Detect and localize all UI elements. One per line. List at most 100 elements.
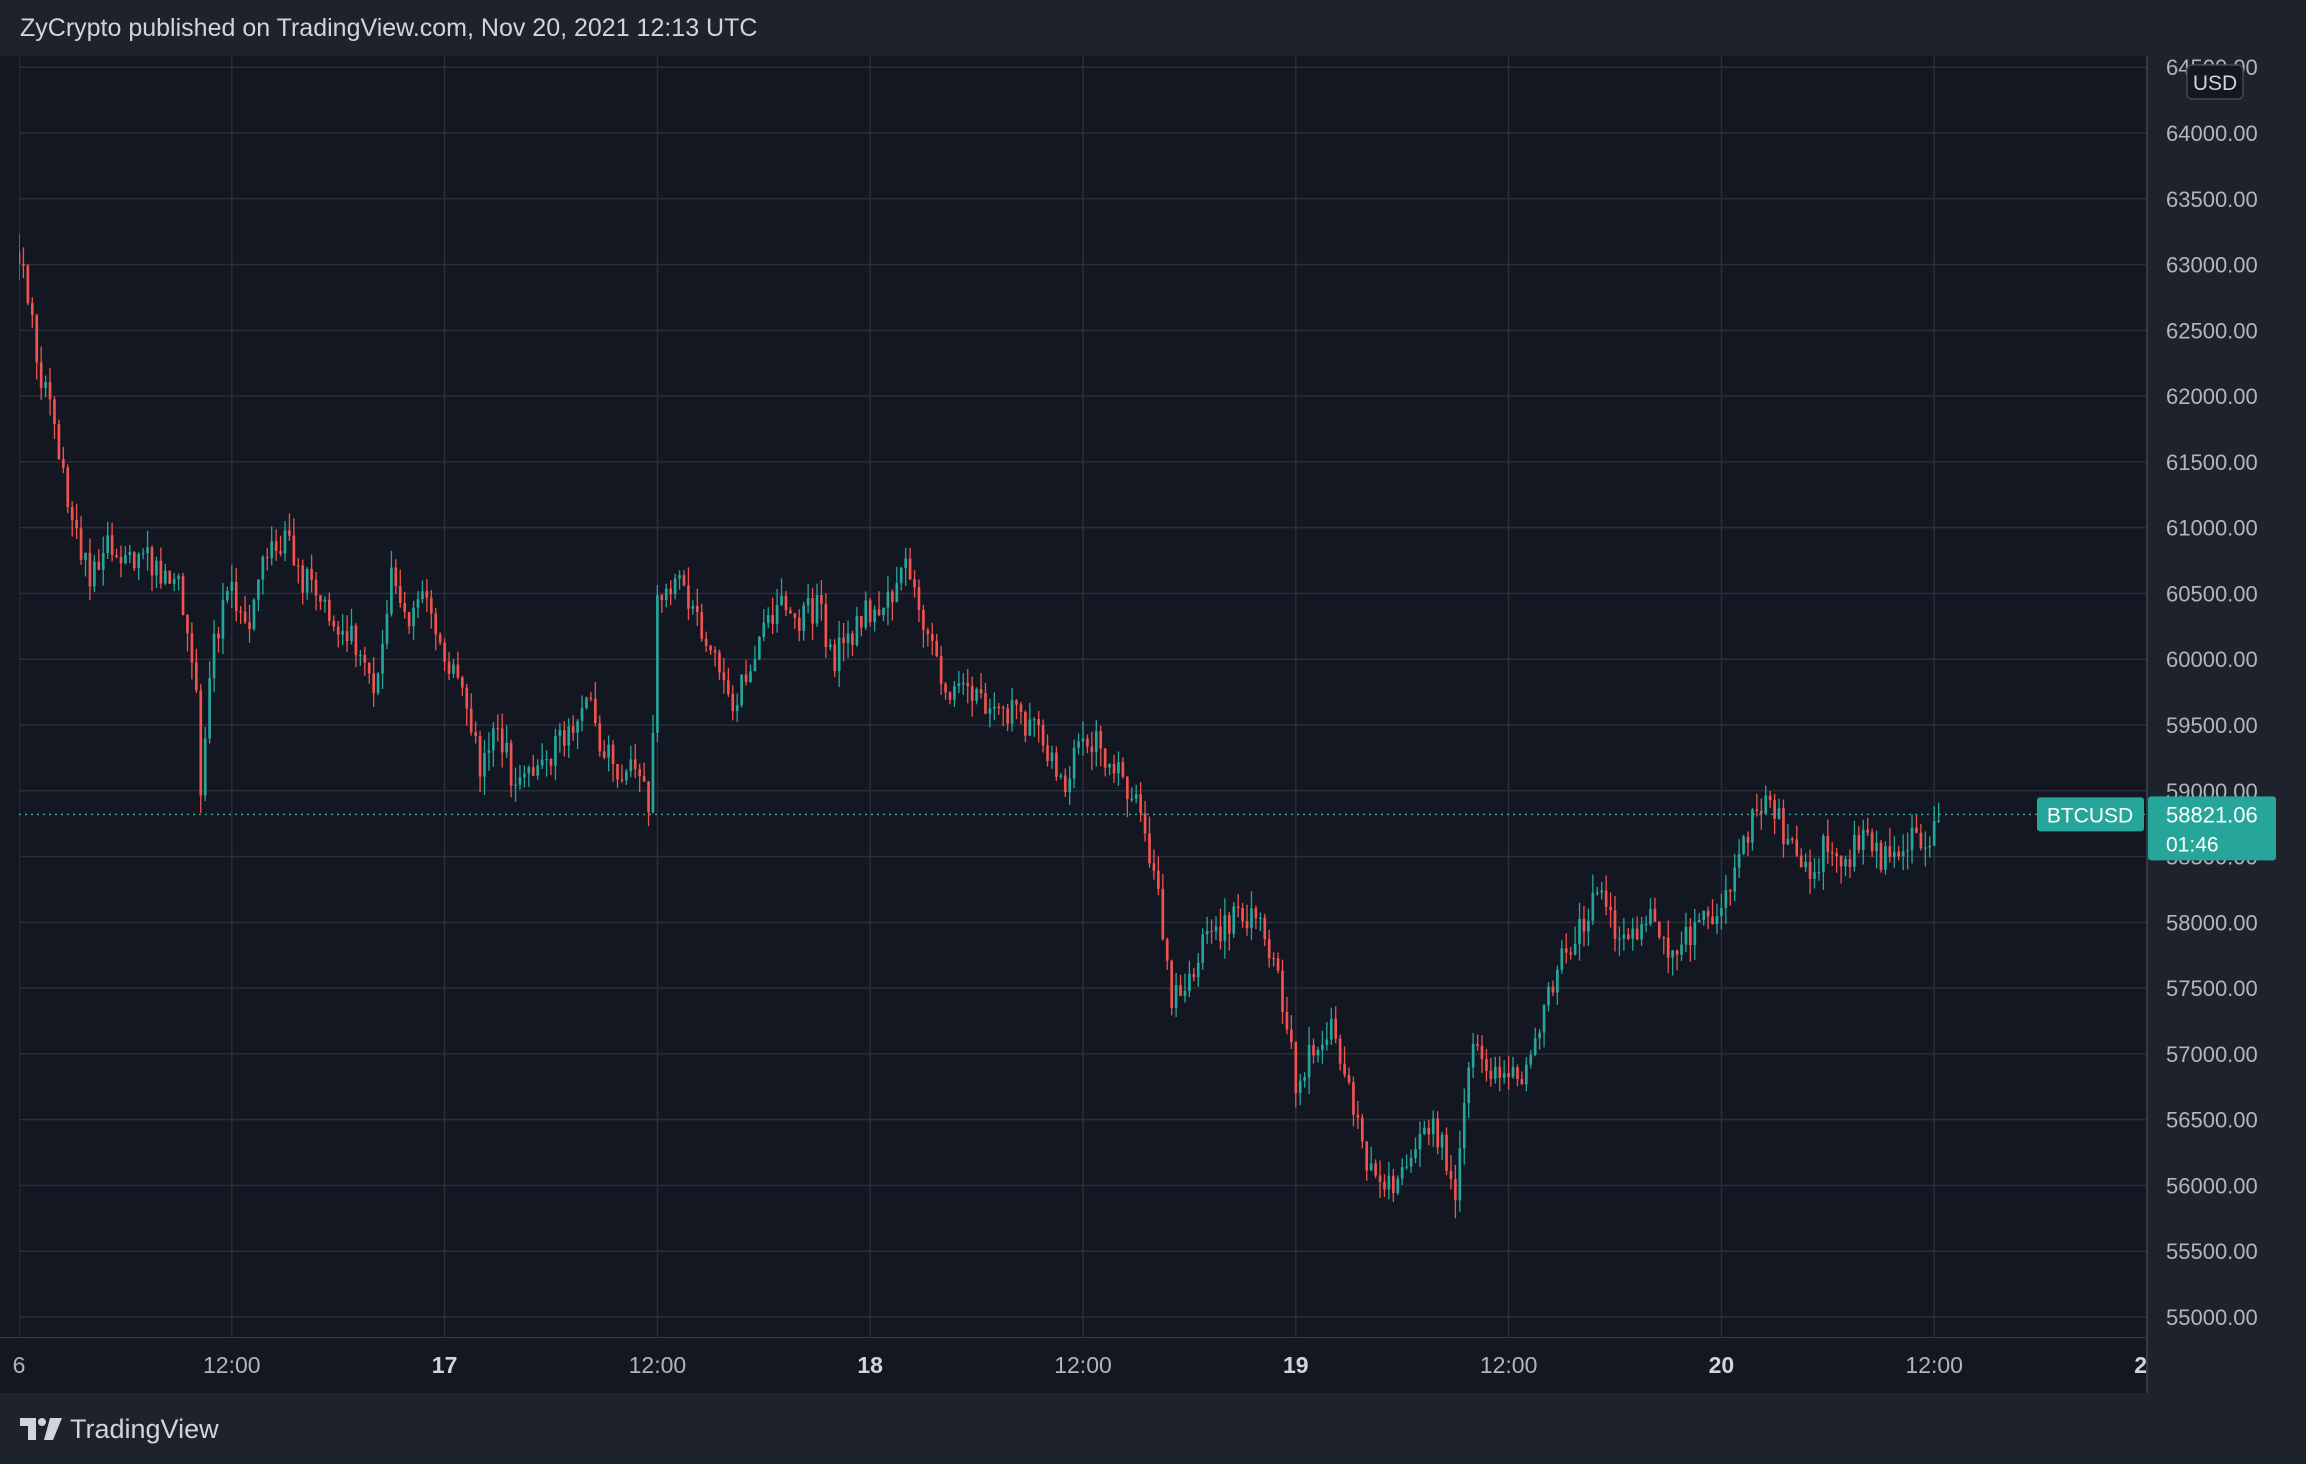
candle-body (1130, 798, 1134, 800)
candle (1919, 823, 1923, 851)
candle-body (527, 767, 531, 774)
candle-body (789, 610, 792, 614)
candle-body (1937, 820, 1940, 822)
candle-body (1454, 1179, 1457, 1201)
candle (531, 754, 535, 777)
candle (30, 297, 34, 328)
candle-body (744, 674, 748, 682)
candle (1635, 916, 1639, 941)
candle-body (1489, 1071, 1493, 1079)
candle-body (1334, 1018, 1338, 1039)
candle (917, 579, 921, 623)
candle (545, 750, 548, 777)
candle (1214, 915, 1218, 940)
candle-body (146, 547, 149, 554)
candle (1901, 834, 1905, 871)
candle-body (1019, 704, 1023, 712)
candle (248, 604, 251, 643)
candle-body (1706, 910, 1710, 917)
candle-body (1520, 1079, 1524, 1085)
candle-body (806, 598, 810, 606)
candle-body (1733, 867, 1737, 892)
candle-body (1618, 938, 1621, 940)
candle-body (1325, 1039, 1329, 1045)
candle-body (1254, 908, 1258, 919)
y-tick-label: 58500.00 (2166, 845, 2258, 870)
candle-body (141, 553, 145, 555)
candle-body (979, 689, 983, 694)
candle-body (1773, 800, 1776, 819)
candle-body (1321, 1044, 1324, 1050)
candle (1587, 908, 1590, 947)
candle-body (877, 609, 881, 616)
candle (190, 622, 194, 680)
candle-body (1196, 962, 1200, 978)
candle-body (904, 558, 907, 568)
candle (416, 590, 420, 619)
candle (1658, 921, 1661, 940)
candle-body (554, 735, 557, 766)
x-tick-label: 21 (2134, 1352, 2146, 1378)
candle-body (1219, 926, 1222, 942)
candle (1015, 699, 1018, 720)
candle-body (1445, 1134, 1448, 1171)
candle (1578, 902, 1581, 961)
candle (296, 558, 300, 584)
candle (1759, 798, 1763, 830)
candle (195, 648, 198, 694)
candle-body (1830, 852, 1834, 854)
candle (359, 649, 362, 666)
candle (1937, 802, 1940, 823)
candle-body (265, 557, 269, 559)
candle (354, 623, 358, 668)
candle-body (1139, 794, 1142, 814)
candle-body (762, 622, 766, 637)
y-tick-label: 58000.00 (2166, 910, 2258, 935)
candle (1480, 1035, 1484, 1074)
candle (731, 685, 735, 721)
candle-body (1072, 747, 1076, 779)
time-axis[interactable]: 6 12:00 17 12:00 18 12:00 19 12:00 20 12:00 21 (0, 1337, 2146, 1393)
candle-body (1108, 763, 1111, 768)
candle (492, 722, 495, 767)
price-axis-panel[interactable] (2146, 56, 2306, 1393)
candle-body (1915, 827, 1918, 833)
candle (1888, 827, 1892, 863)
candle-body (301, 565, 305, 593)
candle-body (1777, 808, 1781, 819)
candle-body (336, 626, 340, 635)
candle-body (1768, 795, 1772, 801)
candle (1050, 745, 1054, 769)
candle (19, 233, 21, 281)
candle (1892, 836, 1896, 868)
candle-body (354, 625, 358, 656)
candle (1822, 833, 1825, 890)
tradingview-logo[interactable]: TradingView (20, 1412, 219, 1446)
candle-body (1418, 1133, 1422, 1150)
candle (1046, 734, 1049, 767)
candle-body (1059, 775, 1063, 777)
chart-pane[interactable] (19, 56, 2146, 1393)
candle-body (944, 683, 947, 693)
candle (1924, 831, 1927, 867)
candle-body (1170, 960, 1173, 1009)
candle (1875, 830, 1878, 869)
candle (1356, 1100, 1360, 1129)
price-axis[interactable]: 64500.00 64000.00 63500.00 63000.00 62500.00… (2146, 56, 2306, 1393)
candle (673, 573, 677, 600)
candle-body (1786, 838, 1790, 845)
candlestick-chart[interactable] (19, 56, 2146, 1393)
candle-body (611, 744, 615, 765)
candle-body (487, 750, 491, 753)
candle (527, 765, 531, 787)
candle-body (66, 467, 70, 508)
candle (75, 503, 78, 539)
candle (1471, 1032, 1475, 1079)
candle-body (172, 579, 176, 584)
y-tick-label: 63500.00 (2166, 187, 2258, 212)
candle (124, 545, 127, 565)
candle-body (230, 581, 234, 592)
candle-body (190, 633, 194, 663)
candle-body (758, 636, 761, 660)
candle (70, 501, 74, 537)
